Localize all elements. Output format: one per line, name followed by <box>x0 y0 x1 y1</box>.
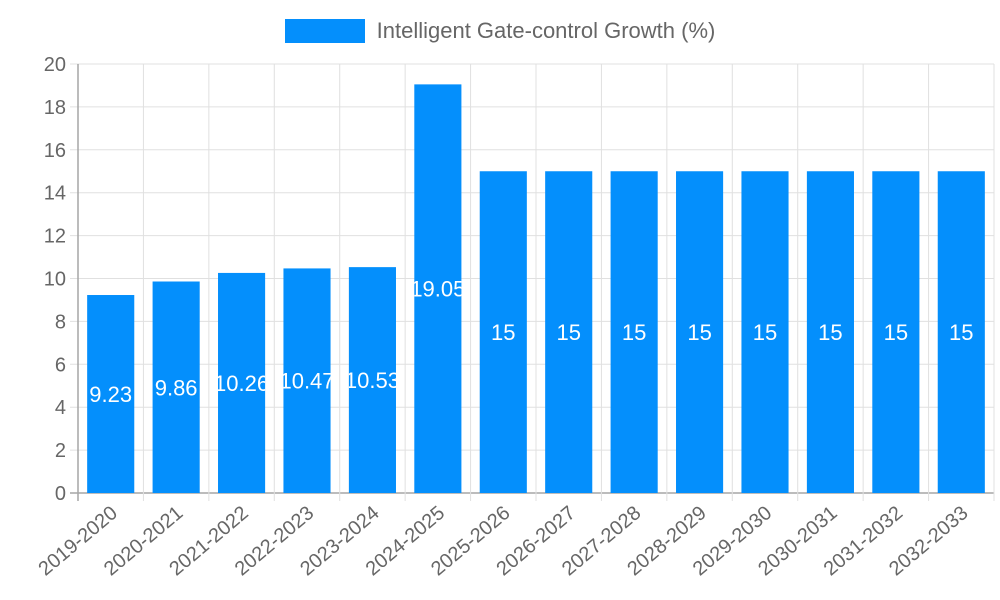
y-tick-label: 0 <box>55 483 66 505</box>
bar[interactable] <box>414 84 462 493</box>
bar[interactable] <box>152 281 200 493</box>
bar[interactable] <box>741 171 789 493</box>
y-tick-label: 14 <box>44 183 66 205</box>
bar-value-label: 9.23 <box>89 382 132 407</box>
y-tick-label: 20 <box>44 54 66 76</box>
y-tick-label: 6 <box>55 354 66 376</box>
bar-value-label: 15 <box>622 320 646 345</box>
y-tick-label: 16 <box>44 140 66 162</box>
y-tick-label: 12 <box>44 226 66 248</box>
bar[interactable] <box>87 295 135 493</box>
bar-value-label: 15 <box>687 320 711 345</box>
y-tick-label: 10 <box>44 269 66 291</box>
bar[interactable] <box>937 171 985 493</box>
bar-value-label: 15 <box>491 320 515 345</box>
x-axis: 2019-20202020-20212021-20222022-20232023… <box>35 502 973 580</box>
bar-value-label: 15 <box>818 320 842 345</box>
bar-value-label: 15 <box>884 320 908 345</box>
y-axis: 0 2 4 6 8 10 12 14 16 18 20 <box>44 54 66 505</box>
bar-value-label: 19.05 <box>410 277 465 302</box>
bars: 9.23 9.86 10.26 10.47 10.53 19.05 15 15 15 15 15 15… <box>87 84 985 493</box>
bar[interactable] <box>479 171 527 493</box>
bar[interactable] <box>872 171 920 493</box>
bar-value-label: 10.26 <box>214 371 269 396</box>
bar[interactable] <box>610 171 658 493</box>
bar-value-label: 15 <box>753 320 777 345</box>
bar-value-label: 9.86 <box>155 375 198 400</box>
bar[interactable] <box>806 171 854 493</box>
chart-legend: Intelligent Gate-control Growth (%) <box>0 18 1000 44</box>
y-tick-label: 4 <box>55 397 66 419</box>
bar-value-label: 15 <box>949 320 973 345</box>
bar[interactable] <box>283 268 331 493</box>
bar-value-label: 10.47 <box>279 369 334 394</box>
bar[interactable] <box>348 267 396 493</box>
bar-value-label: 10.53 <box>345 368 400 393</box>
bar[interactable] <box>545 171 593 493</box>
legend-swatch[interactable] <box>284 19 365 43</box>
bar[interactable] <box>218 272 266 493</box>
y-tick-label: 18 <box>44 97 66 119</box>
grid-lines <box>70 63 995 501</box>
bar[interactable] <box>676 171 724 493</box>
legend-label: Intelligent Gate-control Growth (%) <box>376 18 716 43</box>
bar-value-label: 15 <box>556 320 580 345</box>
y-tick-label: 2 <box>55 440 66 462</box>
y-tick-label: 8 <box>55 311 66 333</box>
